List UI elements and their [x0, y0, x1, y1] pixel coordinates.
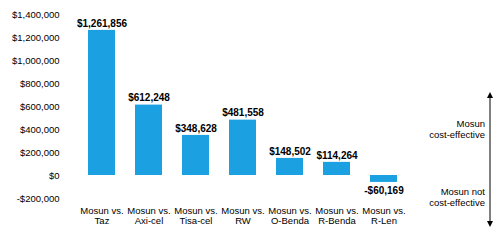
svg-text:$800,000: $800,000: [20, 78, 60, 89]
svg-text:$1,400,000: $1,400,000: [12, 9, 60, 20]
svg-text:Mosun notcost-effective: Mosun notcost-effective: [429, 186, 485, 208]
svg-text:Mosun vs.RW: Mosun vs.RW: [221, 205, 264, 226]
svg-text:$348,628: $348,628: [175, 123, 217, 134]
svg-text:Mosuncost-effective: Mosuncost-effective: [429, 118, 485, 140]
svg-text:$114,264: $114,264: [316, 150, 358, 161]
svg-text:$600,000: $600,000: [20, 101, 60, 112]
svg-text:$0: $0: [49, 170, 60, 181]
svg-text:$612,248: $612,248: [128, 92, 170, 103]
svg-text:Mosun vs.O-Benda: Mosun vs.O-Benda: [268, 205, 311, 226]
svg-text:$1,000,000: $1,000,000: [12, 55, 60, 66]
svg-text:$200,000: $200,000: [20, 147, 60, 158]
svg-text:$1,261,856: $1,261,856: [77, 18, 127, 29]
svg-text:Mosun vs.Taz: Mosun vs.Taz: [80, 205, 123, 226]
svg-text:Mosun vs.Tisa-cel: Mosun vs.Tisa-cel: [174, 205, 217, 226]
svg-text:$1,200,000: $1,200,000: [12, 32, 60, 43]
svg-text:$400,000: $400,000: [20, 124, 60, 135]
svg-text:-$200,000: -$200,000: [17, 193, 60, 204]
svg-text:Mosun vs.R-Benda: Mosun vs.R-Benda: [315, 205, 358, 226]
svg-text:$148,502: $148,502: [269, 146, 311, 157]
svg-text:Mosun vs.R-Len: Mosun vs.R-Len: [362, 205, 405, 226]
svg-text:Mosun vs.Axi-cel: Mosun vs.Axi-cel: [127, 205, 170, 226]
svg-text:$481,558: $481,558: [222, 107, 264, 118]
svg-text:-$60,169: -$60,169: [364, 185, 404, 196]
